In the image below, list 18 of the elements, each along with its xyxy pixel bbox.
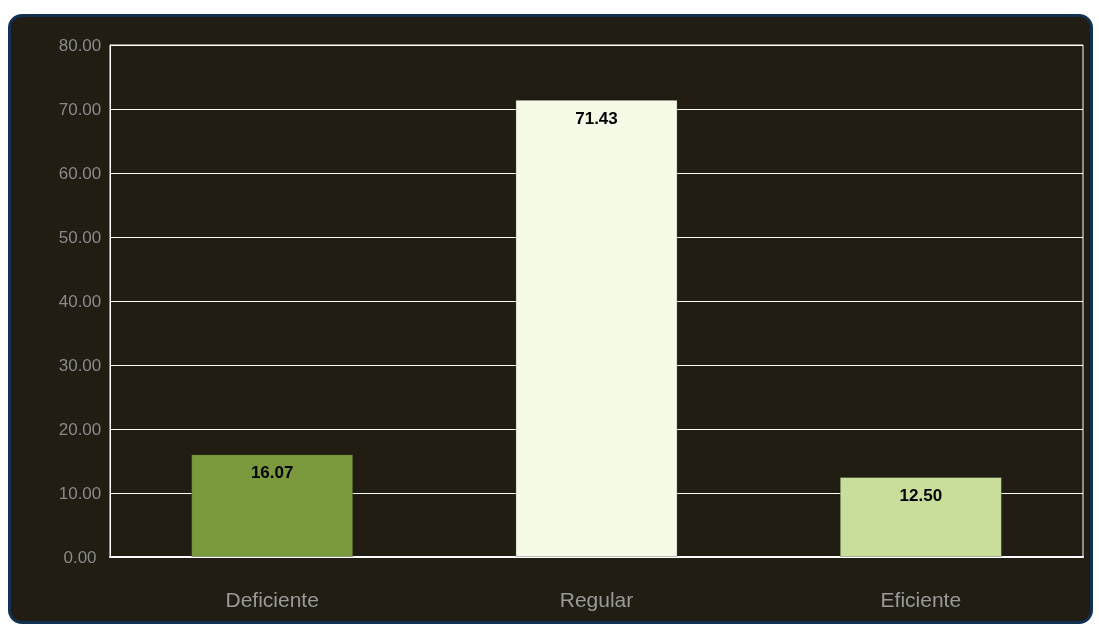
bar bbox=[515, 99, 678, 557]
bar bbox=[191, 454, 354, 557]
y-tick-label: 40.00 bbox=[58, 291, 102, 311]
y-tick-label: 50.00 bbox=[58, 227, 102, 247]
data-label: 16.07 bbox=[250, 463, 294, 483]
y-tick-label: 60.00 bbox=[58, 163, 102, 183]
data-label: 71.43 bbox=[575, 108, 618, 128]
bar bbox=[839, 477, 1002, 557]
y-tick-label: 70.00 bbox=[58, 99, 102, 119]
y-tick-label: 0.00 bbox=[63, 547, 97, 567]
y-tick-label: 80.00 bbox=[58, 35, 102, 55]
y-tick-label: 10.00 bbox=[58, 483, 102, 503]
data-label: 12.50 bbox=[899, 486, 943, 505]
x-tick-label: Deficiente bbox=[225, 588, 319, 611]
x-tick-label: Eficiente bbox=[880, 588, 962, 611]
y-tick-label: 20.00 bbox=[58, 419, 102, 439]
x-tick-label: Regular bbox=[559, 588, 634, 611]
y-tick-label: 30.00 bbox=[58, 355, 102, 375]
